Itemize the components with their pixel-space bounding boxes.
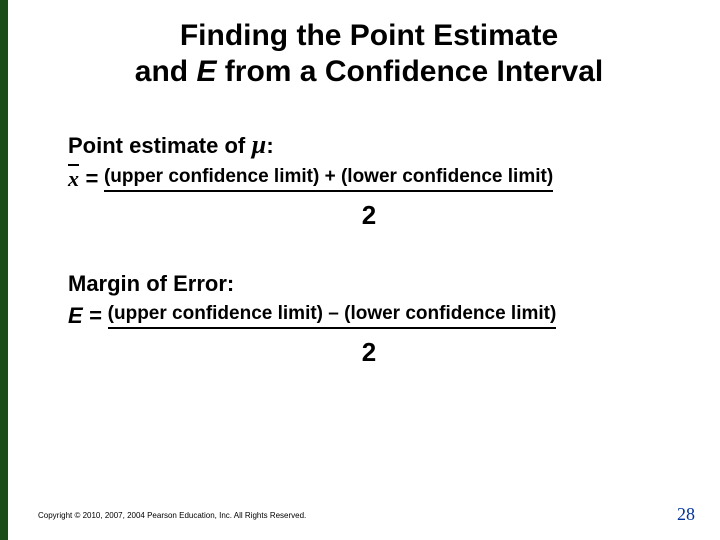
mu-symbol: µ (251, 130, 266, 159)
slide-title: Finding the Point Estimate and E from a … (48, 18, 690, 90)
point-estimate-post: : (266, 133, 273, 158)
title-line1: Finding the Point Estimate (180, 19, 558, 52)
xbar-equals: x = (68, 166, 98, 192)
xbar-x: x (68, 166, 79, 191)
point-estimate-label: Point estimate of µ: (68, 130, 690, 160)
point-estimate-pre: Point estimate of (68, 133, 251, 158)
E-equals: E = (68, 303, 102, 329)
xbar-overline (68, 164, 79, 166)
margin-error-formula: E = (upper confidence limit) – (lower co… (68, 303, 690, 329)
title-line2-E: E (196, 55, 216, 88)
title-line2-post: from a Confidence Interval (216, 55, 603, 88)
E-symbol: E (68, 303, 83, 328)
xbar-symbol: x (68, 166, 79, 192)
xbar-eq: = (79, 166, 98, 191)
point-estimate-denominator: 2 (48, 200, 690, 231)
page-number: 28 (677, 504, 695, 525)
margin-error-label: Margin of Error: (68, 271, 690, 297)
copyright-text: Copyright © 2010, 2007, 2004 Pearson Edu… (38, 511, 306, 520)
title-line2-pre: and (135, 55, 197, 88)
point-estimate-numerator: (upper confidence limit) + (lower confid… (104, 166, 553, 192)
E-eq: = (83, 303, 102, 328)
point-estimate-formula: x = (upper confidence limit) + (lower co… (68, 166, 690, 192)
margin-error-denominator: 2 (48, 337, 690, 368)
margin-error-numerator: (upper confidence limit) – (lower confid… (108, 303, 557, 329)
